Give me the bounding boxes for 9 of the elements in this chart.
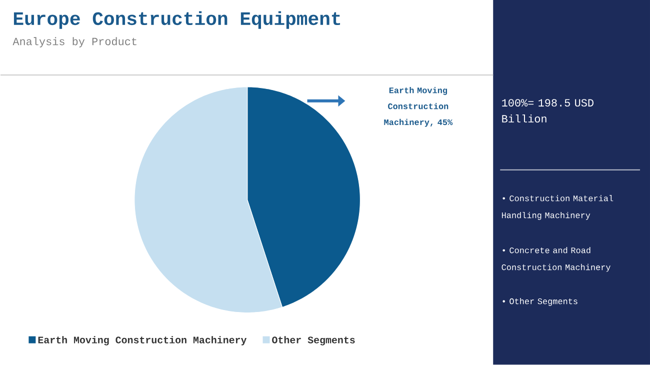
chart-subtitle: Analysis by Product — [12, 37, 136, 48]
data-label: Earth Moving Construction Machinery, 45% — [384, 87, 453, 127]
text: 100%= 198.5 USD Billion — [502, 99, 594, 123]
chart-title: Europe Construction Equipment — [14, 11, 340, 29]
text: • Construction Material Handling Machinery — [502, 195, 614, 220]
text: • Other Segments — [502, 298, 578, 306]
legend-label: Other Segments — [272, 336, 355, 346]
legend-label: Earth Moving Construction Machinery — [38, 336, 247, 346]
text: • Concrete and Road Construction Machinery — [502, 247, 610, 272]
